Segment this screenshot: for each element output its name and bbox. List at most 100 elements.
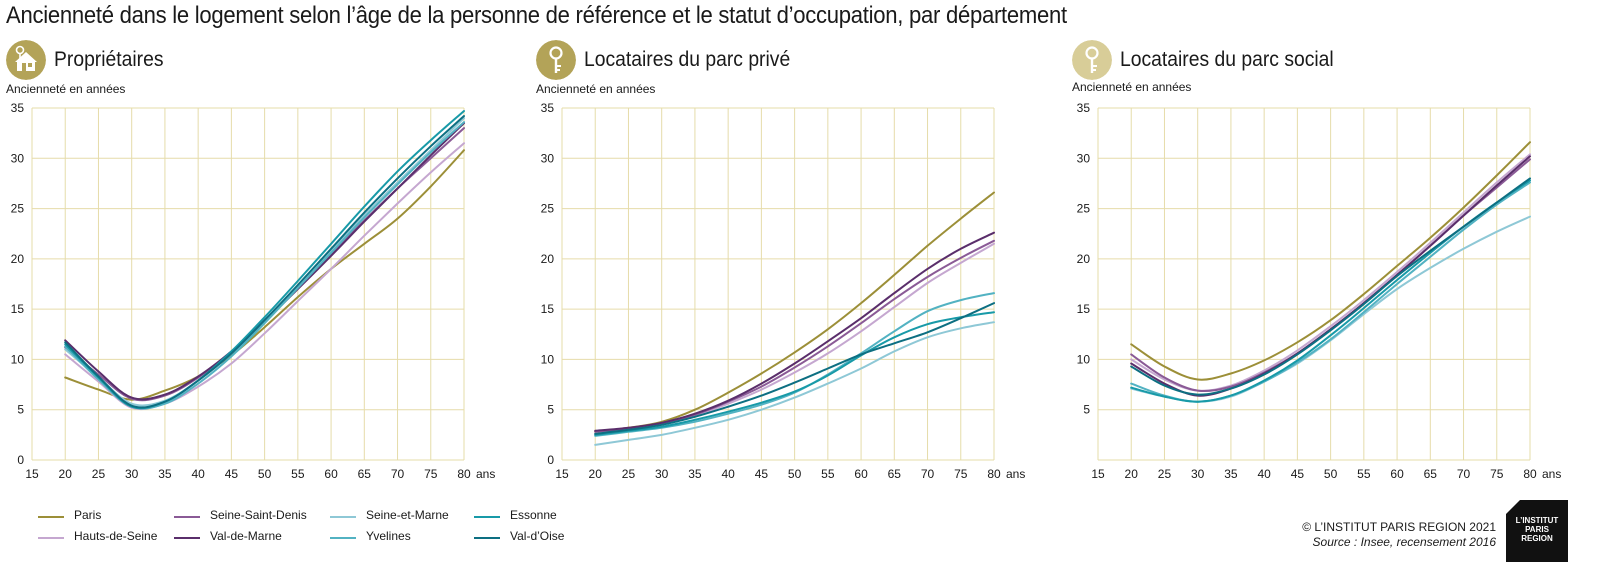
y-tick-label: 35 bbox=[1077, 101, 1091, 115]
x-tick-label: 40 bbox=[1257, 467, 1271, 481]
legend-swatch bbox=[474, 537, 500, 539]
x-tick-label: 50 bbox=[788, 467, 802, 481]
y-axis-label: Ancienneté en années bbox=[6, 82, 126, 96]
house-key-icon bbox=[6, 40, 46, 80]
y-tick-label: 5 bbox=[547, 403, 554, 417]
x-axis-unit: ans bbox=[1006, 467, 1025, 481]
x-tick-label: 45 bbox=[755, 467, 769, 481]
panel-header: Propriétaires bbox=[6, 38, 526, 80]
series-lines bbox=[1130, 141, 1531, 403]
y-tick-label: 0 bbox=[17, 453, 24, 467]
series-lines bbox=[594, 191, 995, 446]
series-line bbox=[594, 231, 995, 432]
line-chart-parc-prive: 0 5 10 15 20 25 30 35 15 20 25 30 35 40 45 50 55 60 65 70 75… bbox=[541, 101, 1026, 481]
x-tick-labels: 15 20 25 30 35 40 45 50 55 60 65 70 75 80 bbox=[25, 467, 471, 481]
x-tick-label: 35 bbox=[1224, 467, 1238, 481]
logo-line: L’INSTITUT bbox=[1515, 516, 1559, 525]
x-tick-label: 75 bbox=[424, 467, 438, 481]
legend-swatch bbox=[174, 516, 200, 518]
series-line bbox=[594, 321, 995, 446]
legend-label: Val-de-Marne bbox=[210, 529, 282, 543]
grid bbox=[31, 107, 465, 461]
grid bbox=[1097, 107, 1531, 460]
y-tick-label: 25 bbox=[11, 202, 25, 216]
y-tick-label: 35 bbox=[11, 101, 25, 115]
x-tick-label: 45 bbox=[225, 467, 239, 481]
panel-header: Locataires du parc privé bbox=[536, 38, 1056, 80]
x-tick-label: 70 bbox=[1457, 467, 1471, 481]
legend-label: Val-d’Oise bbox=[510, 529, 565, 543]
y-tick-label: 25 bbox=[541, 202, 555, 216]
x-tick-label: 50 bbox=[258, 467, 272, 481]
x-tick-label: 30 bbox=[125, 467, 139, 481]
y-tick-label: 5 bbox=[1083, 403, 1090, 417]
chart-panel-parc-social: Locataires du parc social Ancienneté en … bbox=[1072, 38, 1592, 488]
legend-label: Seine-et-Marne bbox=[366, 508, 449, 522]
x-axis-unit: ans bbox=[476, 467, 495, 481]
x-tick-label: 65 bbox=[1424, 467, 1438, 481]
x-tick-label: 45 bbox=[1291, 467, 1305, 481]
y-tick-label: 25 bbox=[1077, 202, 1091, 216]
key-icon bbox=[536, 40, 576, 80]
x-tick-label: 55 bbox=[1357, 467, 1371, 481]
legend-swatch bbox=[38, 537, 64, 539]
y-tick-label: 30 bbox=[11, 151, 25, 165]
y-tick-label: 30 bbox=[1077, 151, 1091, 165]
x-axis-unit: ans bbox=[1542, 467, 1561, 481]
series-line bbox=[64, 115, 465, 409]
x-tick-label: 15 bbox=[555, 467, 569, 481]
x-tick-label: 55 bbox=[821, 467, 835, 481]
y-tick-label: 20 bbox=[541, 252, 555, 266]
legend-label: Seine-Saint-Denis bbox=[210, 508, 307, 522]
x-tick-label: 60 bbox=[1390, 467, 1404, 481]
x-tick-label: 35 bbox=[688, 467, 702, 481]
y-tick-label: 10 bbox=[1077, 352, 1091, 366]
y-tick-label: 15 bbox=[1077, 302, 1091, 316]
key-icon bbox=[1072, 40, 1112, 80]
x-tick-label: 20 bbox=[589, 467, 603, 481]
x-tick-label: 30 bbox=[1191, 467, 1205, 481]
y-tick-label: 20 bbox=[1077, 252, 1091, 266]
x-tick-label: 65 bbox=[888, 467, 902, 481]
x-tick-label: 25 bbox=[92, 467, 106, 481]
x-tick-label: 55 bbox=[291, 467, 305, 481]
x-tick-label: 20 bbox=[1125, 467, 1139, 481]
x-tick-label: 25 bbox=[1158, 467, 1172, 481]
logo-line: REGION bbox=[1521, 534, 1553, 543]
y-tick-labels: 0 5 10 15 20 25 30 35 bbox=[541, 101, 555, 467]
legend-label: Yvelines bbox=[366, 529, 411, 543]
y-tick-labels: 5 10 15 20 25 30 35 bbox=[1077, 101, 1091, 417]
chart-panel-parc-prive: Locataires du parc privé Ancienneté en a… bbox=[536, 38, 1056, 488]
y-tick-label: 20 bbox=[11, 252, 25, 266]
chart-panel-proprietaires: Propriétaires Ancienneté en années 0 5 10 1… bbox=[6, 38, 526, 488]
x-tick-label: 60 bbox=[854, 467, 868, 481]
institut-logo: L’INSTITUT PARIS REGION bbox=[1506, 500, 1568, 562]
grid bbox=[561, 107, 995, 461]
credits: © L’INSTITUT PARIS REGION 2021 Source : … bbox=[1302, 520, 1496, 550]
series-lines bbox=[64, 110, 465, 411]
x-tick-label: 80 bbox=[457, 467, 471, 481]
legend-swatch bbox=[330, 516, 356, 518]
legend-swatch bbox=[38, 516, 64, 518]
x-tick-label: 35 bbox=[158, 467, 172, 481]
y-tick-label: 0 bbox=[547, 453, 554, 467]
y-tick-labels: 0 5 10 15 20 25 30 35 bbox=[11, 101, 25, 467]
x-tick-label: 75 bbox=[1490, 467, 1504, 481]
x-tick-label: 40 bbox=[191, 467, 205, 481]
y-tick-label: 15 bbox=[11, 302, 25, 316]
x-tick-label: 30 bbox=[655, 467, 669, 481]
legend-label: Essonne bbox=[510, 508, 557, 522]
source-text: Source : Insee, recensement 2016 bbox=[1312, 535, 1496, 549]
y-axis-label: Ancienneté en années bbox=[536, 82, 656, 96]
copyright-text: © L’INSTITUT PARIS REGION 2021 bbox=[1302, 520, 1496, 534]
x-tick-label: 65 bbox=[358, 467, 372, 481]
series-line bbox=[1130, 177, 1531, 396]
panel-title: Locataires du parc social bbox=[1120, 48, 1334, 71]
x-tick-label: 25 bbox=[622, 467, 636, 481]
page-title: Ancienneté dans le logement selon l’âge … bbox=[6, 2, 1067, 29]
x-tick-label: 70 bbox=[391, 467, 405, 481]
panel-title: Propriétaires bbox=[54, 48, 164, 71]
legend-swatch bbox=[330, 537, 356, 539]
x-tick-label: 50 bbox=[1324, 467, 1338, 481]
legend-label: Hauts-de-Seine bbox=[74, 529, 158, 543]
